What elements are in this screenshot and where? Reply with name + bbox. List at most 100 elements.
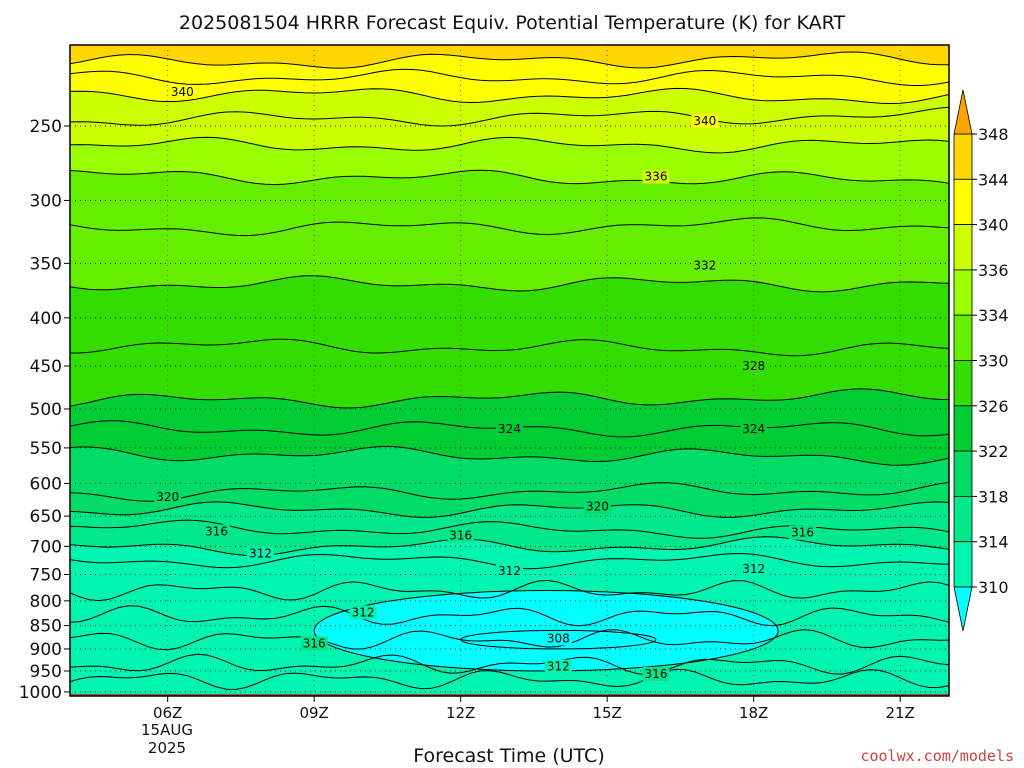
contour-label: 324: [498, 422, 521, 436]
contour-label: 312: [498, 564, 521, 578]
contour-label: 308: [547, 631, 570, 645]
colorbar-segment: [953, 269, 973, 316]
colorbar-segment: [953, 133, 973, 180]
y-tick-label: 950: [30, 662, 62, 682]
contour-label-bg: [740, 358, 768, 373]
x-axis-label: Forecast Time (UTC): [413, 745, 604, 767]
contour-line-low: [70, 605, 949, 627]
contour-label: 340: [171, 85, 194, 99]
colorbar-label: 322: [978, 442, 1009, 461]
contour-label-bg: [789, 525, 816, 540]
colorbar-extend-top: [953, 89, 973, 135]
contour-label: 336: [645, 170, 668, 184]
x-tick-label: 21Z: [885, 704, 914, 722]
colorbar-label: 314: [978, 533, 1009, 552]
colorbar: 310 314 318 322 326 330 334 336 340 344 348: [953, 89, 1009, 632]
contour-label: 328: [742, 359, 765, 373]
contour-label: 316: [449, 529, 472, 543]
y-tick-label: 300: [30, 191, 62, 211]
contour-line-342: [70, 68, 949, 87]
colorbar-label: 344: [978, 170, 1009, 189]
contour-label-bg: [447, 528, 475, 543]
contour-label: 312: [352, 605, 375, 619]
y-tick-label: 450: [30, 357, 62, 377]
y-tick-label: 850: [30, 617, 62, 637]
contour-label-bg: [168, 84, 196, 99]
contour-line-334: [70, 169, 949, 186]
colorbar-segment: [953, 405, 973, 452]
y-tick-label: 750: [30, 565, 62, 585]
contour-label: 316: [205, 524, 228, 538]
contour-line-336: [70, 136, 949, 154]
colorbar-segment: [953, 314, 973, 361]
contour-label: 316: [791, 526, 814, 540]
contour-line-322: [70, 445, 949, 466]
contour-label-bg: [544, 659, 572, 674]
contour-label-bg: [642, 666, 670, 681]
x-tick-label: 18Z: [739, 704, 768, 722]
surface-ground: [70, 693, 949, 696]
colorbar-segment: [953, 541, 973, 588]
contour-label-bg: [544, 631, 572, 646]
contour-label: 320: [156, 490, 179, 504]
contour-line-330: [70, 275, 949, 293]
colorbar-label: 340: [978, 216, 1009, 235]
colorbar-label: 318: [978, 487, 1009, 506]
x-tick-label: 12Z: [446, 704, 475, 722]
credit-text[interactable]: coolwx.com/models: [860, 747, 1014, 765]
contour-line-low: [70, 629, 949, 651]
x-tick-label: 06Z: [153, 704, 182, 722]
contour-label: 312: [547, 660, 570, 674]
contour-label-bg: [740, 562, 768, 577]
contour-label: 312: [742, 562, 765, 576]
colorbar-label: 326: [978, 397, 1009, 416]
y-tick-label: 550: [30, 439, 62, 459]
colorbar-label: 336: [978, 261, 1009, 280]
contour-label-bg: [642, 169, 670, 184]
x-axis: 06Z 09Z 12Z 15Z 18Z 21Z: [153, 696, 915, 722]
colorbar-segment: [953, 178, 973, 226]
contour-label-bg: [349, 605, 377, 620]
x-tick-label: 09Z: [299, 704, 328, 722]
contour-line-340: [70, 87, 949, 105]
y-axis: 250 300 350 400 450 500 550 600 650 700 750 800 850 9…: [19, 117, 70, 703]
y-tick-label: 900: [30, 640, 62, 660]
contour-label: 316: [645, 667, 668, 681]
y-tick-label: 600: [30, 474, 62, 494]
contour-line-low: [70, 653, 949, 676]
contour-line-338: [70, 106, 949, 127]
chart-title: 2025081504 HRRR Forecast Equiv. Potentia…: [179, 12, 846, 34]
contour-label: 320: [586, 500, 609, 514]
y-tick-label: 1000: [19, 683, 62, 703]
contour-label-bg: [691, 258, 719, 273]
y-tick-label: 500: [30, 400, 62, 420]
colorbar-label: 334: [978, 306, 1009, 325]
colorbar-segment: [953, 360, 973, 407]
contour-label: 312: [249, 546, 272, 560]
y-tick-label: 650: [30, 507, 62, 527]
contour-line-332: [70, 217, 949, 237]
contour-label: 316: [303, 636, 326, 650]
contour-label-bg: [203, 524, 230, 539]
contour-line-low: [70, 579, 949, 602]
colorbar-extend-bottom: [953, 586, 973, 632]
contour-label-bg: [154, 489, 182, 504]
contour-label-bg: [496, 564, 523, 579]
colorbar-segment: [953, 450, 973, 497]
y-tick-label: 350: [30, 254, 62, 274]
contour-label-bg: [583, 499, 611, 514]
contour-label: 340: [693, 114, 716, 128]
contour-label-bg: [300, 636, 328, 651]
contour-line-344: [70, 51, 949, 69]
contour-label-bg: [246, 546, 274, 561]
y-tick-label: 800: [30, 592, 62, 612]
contour-label: 324: [742, 422, 765, 436]
contour-labels: 340 340 336 332 328 324 324 320 320 316 316 316 312 3…: [154, 84, 816, 681]
contour-line-314: [70, 536, 949, 557]
plot-frame: [69, 44, 950, 697]
colorbar-segment: [953, 224, 973, 271]
contour-label-bg: [496, 421, 523, 436]
colorbar-label: 330: [978, 352, 1009, 371]
y-tick-label: 400: [30, 309, 62, 329]
